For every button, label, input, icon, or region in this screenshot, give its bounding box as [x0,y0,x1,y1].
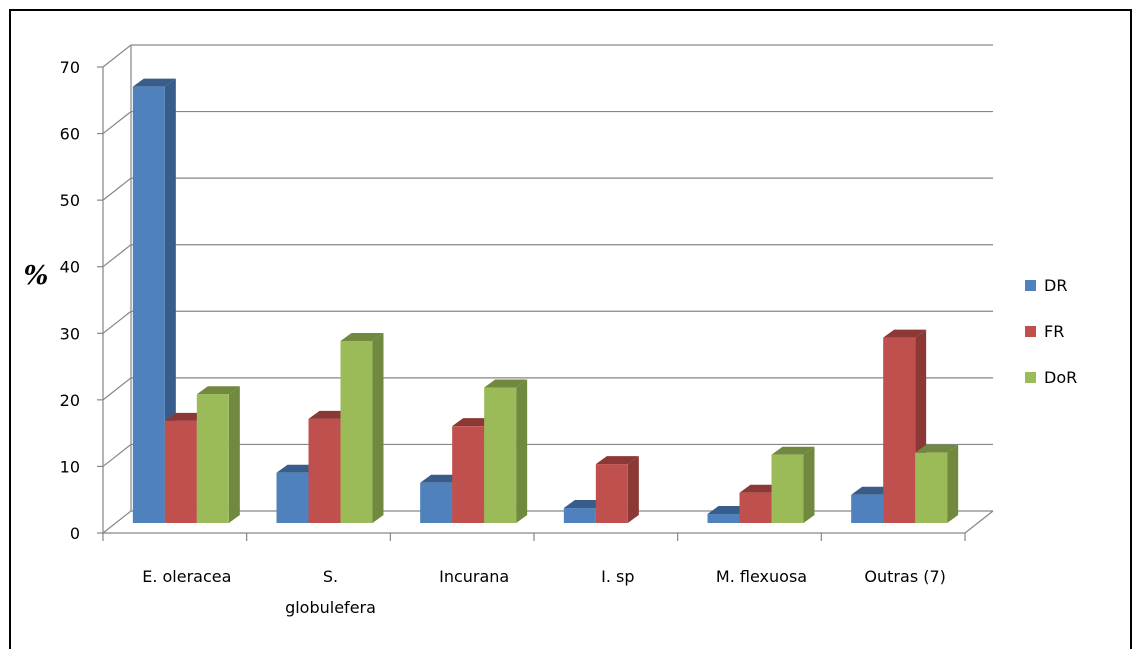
gridline-side [102,111,132,135]
y-axis-label: % [24,261,49,291]
bar [595,464,628,523]
bar [164,420,197,523]
bar-top [196,386,240,395]
bar [883,337,916,523]
y-tick-label: 50 [60,191,80,210]
gridline-side [102,443,132,467]
bar [851,494,884,523]
bar-top [595,456,639,465]
bar [707,514,740,523]
x-tick-label: E. oleracea [142,567,231,586]
bar [308,418,341,523]
bar [276,472,309,523]
y-tick-label: 10 [60,457,80,476]
bar [484,387,517,523]
x-tick-label: globulefera [285,598,376,617]
y-tick-label: 20 [60,391,80,410]
legend-swatch [1025,372,1036,383]
legend-label: FR [1044,322,1064,341]
gridline-side [102,44,132,68]
legend-label: DR [1044,276,1067,295]
bar [420,482,453,523]
bar-side [228,386,240,523]
floor-edge [964,510,994,534]
labels: 0 10 20 30 40 50 60 70% E. oleracea S. globulefera… [24,58,946,617]
axes [97,66,966,541]
y-tick-label: 60 [60,125,80,144]
bar-top [340,332,384,341]
y-tick-label: 70 [60,58,80,77]
gridline-side [102,310,132,334]
bar-side [627,456,639,523]
bar [915,452,948,523]
bar-side [372,332,384,523]
gridline-side [102,177,132,201]
bar-top [915,444,959,453]
chart-frame [9,9,1132,649]
x-tick-label: Outras (7) [864,567,945,586]
legend-swatch [1025,326,1036,337]
y-tick-label: 0 [70,524,80,543]
bar [739,492,772,523]
bar-top [771,446,815,455]
bar-side [164,78,176,524]
bar [563,508,596,523]
gridlines [102,44,994,534]
y-tick-label: 40 [60,258,80,277]
bar [132,86,165,524]
bar-top [132,78,176,87]
bar-side [803,446,815,523]
legend-swatch [1025,280,1036,291]
x-tick-label: Incurana [439,567,509,586]
bar-top [484,379,528,388]
bar [771,454,804,523]
x-tick-label: S. [323,567,338,586]
legend: DR FR DoR [1025,276,1077,387]
y-tick-label: 30 [60,324,80,343]
x-tick-label: I. sp [601,567,634,586]
bar-top [883,329,927,338]
x-tick-label: M. flexuosa [716,567,807,586]
bar [196,394,229,523]
bar [452,426,485,523]
bar-side [947,444,959,523]
bar-side [516,379,528,523]
bars [132,78,959,524]
gridline-side [102,510,132,534]
legend-label: DoR [1044,368,1077,387]
gridline-side [102,377,132,401]
gridline-side [102,244,132,268]
bar [340,340,373,523]
